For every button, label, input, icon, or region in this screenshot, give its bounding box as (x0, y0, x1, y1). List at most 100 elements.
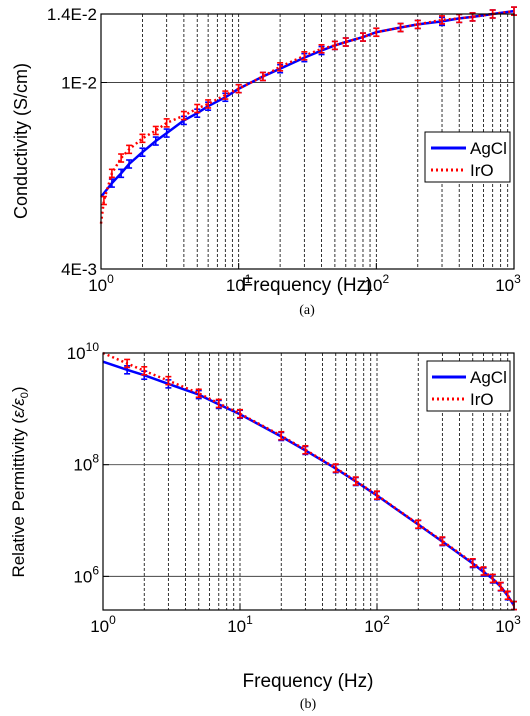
data-point-iro (139, 133, 146, 144)
y-tick-label: 1.4E-2 (47, 5, 97, 24)
x-axis-label-b: Frequency (Hz) (243, 671, 374, 692)
x-tick-label-base: 10 (495, 617, 514, 636)
x-tick-label-base: 10 (227, 617, 246, 636)
legend-label-agcl-b: AgCl (470, 368, 507, 387)
y-tick-label-exp: 6 (92, 563, 99, 577)
y-tick-label-exp: 10 (86, 340, 100, 354)
data-point-iro (235, 83, 242, 94)
legend-label-iro-a: IrO (470, 161, 494, 180)
series-line-iro (102, 351, 516, 607)
data-point-iro (439, 536, 446, 546)
legend-a: AgCl IrO (424, 131, 511, 183)
y-tick-label-base: 10 (73, 456, 92, 475)
data-point-iro (359, 32, 366, 42)
y-tick-label-exp: 8 (92, 452, 99, 466)
data-point-iro (331, 40, 338, 51)
x-tick-label-base: 10 (88, 276, 107, 295)
data-point-iro (302, 444, 309, 455)
data-point-iro (194, 103, 201, 114)
y-ticks-a: 4E-3 1E-2 1.4E-2 (47, 5, 107, 279)
data-point-iro (237, 408, 243, 419)
x-tick-label: 100 (88, 272, 114, 295)
data-point-iro (504, 590, 511, 601)
conductivity-chart: 4E-31E-21.4E-2 100 101 102 103 Frequency (H… (11, 5, 521, 318)
x-tick-label: 100 (90, 613, 116, 636)
data-point-iro (180, 110, 187, 121)
x-tick-label: 103 (495, 613, 521, 636)
x-tick-label-exp: 2 (382, 272, 389, 286)
data-point-iro (163, 118, 170, 128)
y-axis-label-b: Relative Permittivity (ε/ε0) (9, 386, 31, 577)
x-tick-label: 101 (227, 613, 253, 636)
legend-box-a (424, 131, 511, 183)
y-tick-label-base: 10 (67, 344, 86, 363)
data-point-agcl (152, 136, 159, 146)
y-axis-label-b-eps: ε/ε (9, 398, 28, 418)
data-point-iro (373, 27, 380, 38)
data-point-iro (415, 519, 422, 529)
data-point-iro (469, 558, 476, 568)
data-point-iro (497, 581, 504, 592)
y-axis-label-a: Conductivity (S/cm) (11, 63, 31, 219)
caption-a: (a) (299, 303, 315, 318)
legend-label-agcl-a: AgCl (470, 139, 507, 158)
x-ticks-a: 100 101 102 103 (88, 263, 521, 295)
legend-b: AgCl IrO (426, 360, 511, 412)
series-group-b (102, 351, 517, 611)
data-point-iro (414, 19, 421, 30)
data-point-iro (126, 144, 133, 155)
series-group-a (99, 6, 517, 224)
axes-frame-b (102, 352, 515, 611)
x-tick-label-exp: 0 (107, 272, 114, 286)
x-tick-label-exp: 3 (514, 272, 521, 286)
data-point-iro (301, 51, 308, 61)
data-point-iro (480, 566, 487, 576)
y-tick-label: 1010 (67, 340, 100, 363)
data-point-agcl (163, 128, 170, 138)
data-point-agcl (139, 147, 146, 158)
data-point-iro (152, 125, 159, 136)
data-point-iro (278, 430, 285, 441)
x-tick-label: 102 (364, 272, 390, 295)
data-point-iro (259, 71, 266, 82)
y-tick-label: 1E-2 (61, 73, 97, 92)
x-tick-label-base: 10 (364, 276, 383, 295)
x-tick-label-exp: 1 (245, 272, 252, 286)
y-axis-label-b-end: ) (9, 386, 28, 392)
y-tick-label: 106 (73, 563, 99, 586)
x-tick-label-exp: 2 (383, 613, 390, 627)
data-point-iro (222, 90, 229, 100)
x-tick-label-base: 10 (495, 276, 514, 295)
data-point-iro (439, 15, 446, 25)
data-point-iro (195, 388, 202, 399)
y-tick-label: 4E-3 (61, 260, 97, 279)
data-point-iro (215, 398, 222, 409)
data-point-iro (100, 195, 107, 206)
data-point-iro (332, 463, 339, 473)
data-point-iro (141, 366, 148, 376)
data-point-agcl (118, 168, 125, 179)
data-point-agcl (126, 159, 133, 169)
y-axis-label-b-sub: 0 (19, 392, 31, 398)
data-point-iro (397, 22, 404, 33)
x-tick-label-base: 10 (226, 276, 245, 295)
y-axis-label-b-main: Relative Permittivity ( (9, 418, 28, 578)
x-axis-label-a: Frequency (Hz) (242, 275, 373, 296)
legend-box-b (426, 360, 511, 412)
x-tick-label: 103 (495, 272, 521, 295)
x-tick-label: 102 (364, 613, 390, 636)
data-point-iro (277, 62, 284, 72)
data-point-iro (374, 490, 380, 500)
x-tick-label-base: 10 (364, 617, 383, 636)
data-point-iro (165, 375, 172, 386)
x-tick-label-exp: 1 (246, 613, 253, 627)
data-point-iro (124, 358, 131, 369)
x-tick-label-exp: 3 (514, 613, 521, 627)
caption-b: (b) (300, 697, 317, 712)
y-tick-label-base: 10 (73, 567, 92, 586)
data-point-iro (342, 37, 349, 47)
x-tick-label-exp: 0 (109, 613, 116, 627)
